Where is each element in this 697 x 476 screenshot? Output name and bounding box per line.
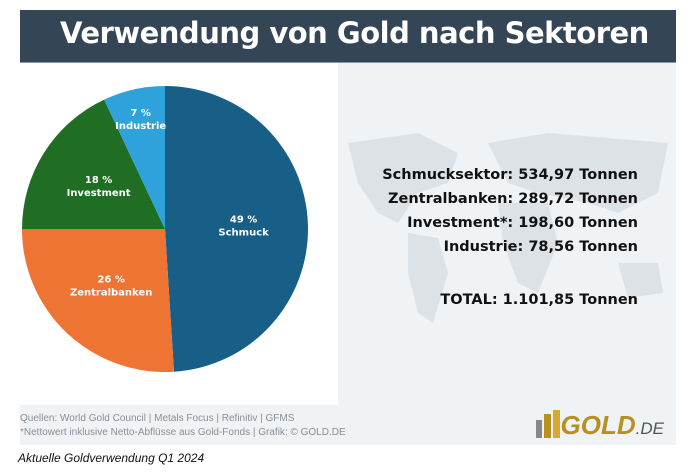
- title-bar: Verwendung von Gold nach Sektoren: [20, 10, 676, 63]
- slice-pct-label: 49 %: [230, 215, 257, 226]
- caption: Aktuelle Goldverwendung Q1 2024: [18, 451, 205, 465]
- pie-slice-schmuck: [165, 86, 308, 372]
- slice-name-label: Investment: [67, 188, 131, 199]
- slice-name-label: Schmuck: [218, 228, 269, 239]
- slice-pct-label: 26 %: [97, 274, 124, 285]
- stat-investment: Investment*: 198,60 Tonnen: [407, 215, 638, 231]
- sources-text: Quellen: World Gold Council | Metals Foc…: [20, 413, 295, 424]
- stat-industrie: Industrie: 78,56 Tonnen: [443, 239, 638, 255]
- stat-total: TOTAL: 1.101,85 Tonnen: [440, 292, 638, 308]
- slice-pct-label: 18 %: [85, 175, 112, 186]
- chart-panel: 49 % Schmuck 26 % Zentralbanken 18 % Investme…: [20, 63, 338, 405]
- pie-slice-industrie: [104, 86, 165, 229]
- gold-bars-icon: [535, 410, 560, 438]
- pie-slice-investment: [22, 99, 165, 229]
- logo-suffix: .DE: [635, 419, 664, 438]
- slice-name-label: Zentralbanken: [70, 287, 152, 298]
- logo-main: GOLD: [560, 409, 636, 440]
- gold-de-logo: GOLD .DE: [535, 405, 664, 445]
- pie-slice-zentralbanken: [22, 229, 174, 373]
- world-map-background: [348, 133, 668, 323]
- stats-panel: Schmucksektor: 534,97 Tonnen Zentralbank…: [338, 63, 676, 405]
- note-text: *Nettowert inklusive Netto-Abflüsse aus …: [20, 427, 346, 438]
- slice-name-label: Industrie: [115, 121, 166, 132]
- pie-chart: 49 % Schmuck 26 % Zentralbanken 18 % Investme…: [22, 86, 308, 373]
- footer: Quellen: World Gold Council | Metals Foc…: [20, 405, 676, 445]
- stat-zentralbanken: Zentralbanken: 289,72 Tonnen: [388, 191, 638, 207]
- stats-list: Schmucksektor: 534,97 Tonnen Zentralbank…: [382, 163, 638, 312]
- slice-pct-label: 7 %: [130, 108, 150, 119]
- chart-title: Verwendung von Gold nach Sektoren: [60, 16, 649, 50]
- stat-schmuck: Schmucksektor: 534,97 Tonnen: [382, 167, 638, 183]
